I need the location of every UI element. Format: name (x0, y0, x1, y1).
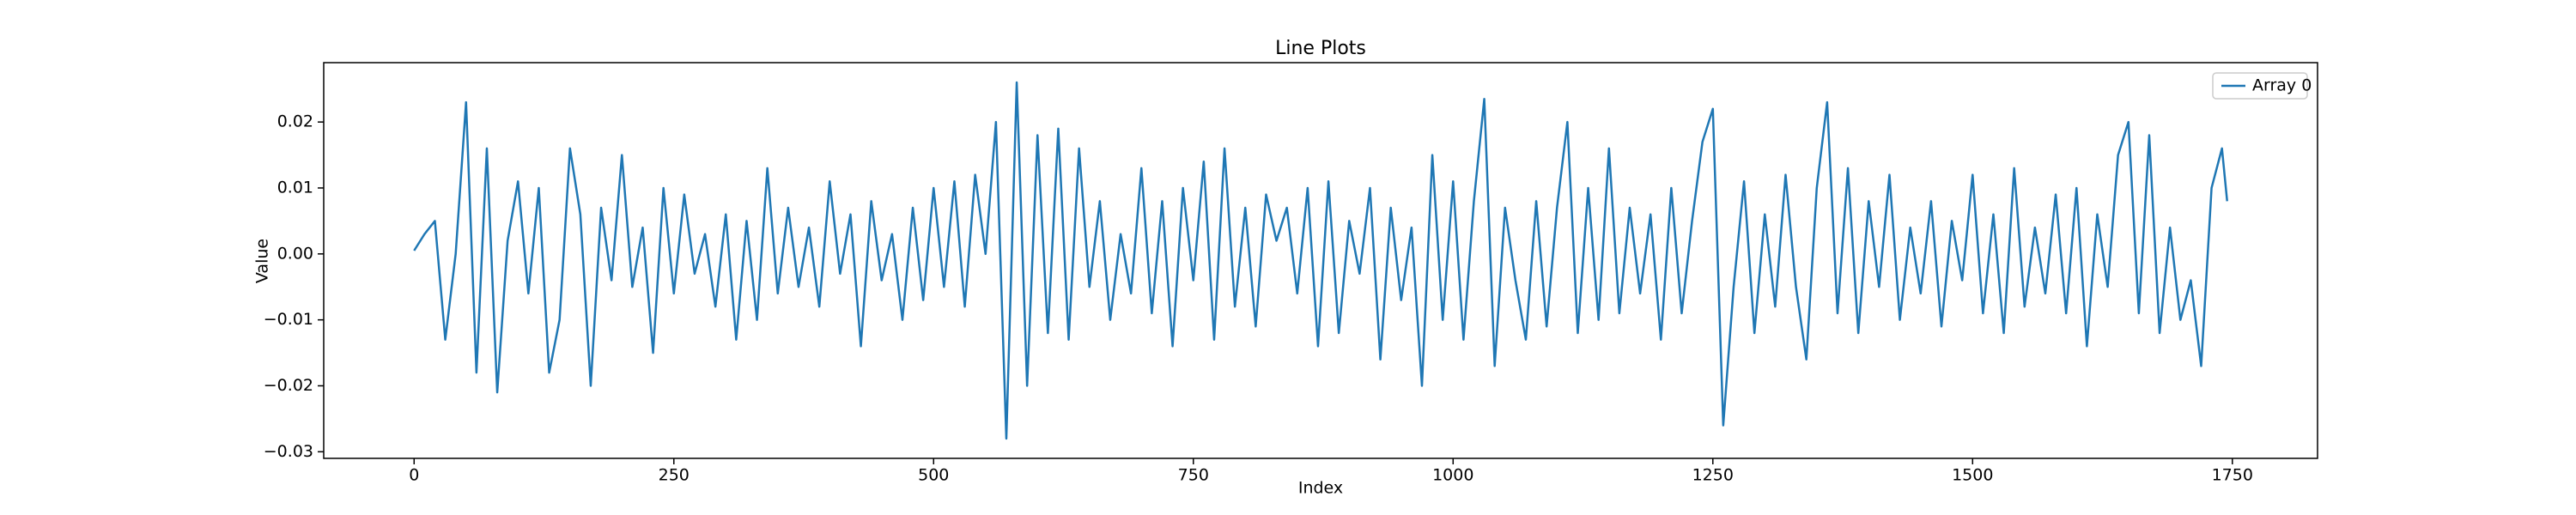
line-series (413, 81, 2228, 440)
x-tick-label: 500 (918, 466, 949, 485)
legend-label: Array 0 (2252, 76, 2312, 95)
x-tick-label: 1750 (2212, 466, 2253, 485)
legend-box (2212, 72, 2308, 100)
x-tick-label: 1000 (1432, 466, 1473, 485)
y-tick-label: −0.03 (264, 442, 313, 461)
x-tick-label: 250 (659, 466, 690, 485)
x-tick-label: 1500 (1952, 466, 1993, 485)
y-tick-label: −0.01 (264, 310, 313, 329)
y-tick-label: 0.00 (277, 244, 313, 263)
y-tick-label: 0.02 (277, 112, 313, 131)
y-tick-label: 0.01 (277, 178, 313, 197)
plot-frame (323, 62, 2318, 459)
x-axis-label: Index (1298, 479, 1343, 498)
y-axis-label: Value (253, 239, 272, 283)
chart-title: Line Plots (1275, 38, 1366, 59)
x-tick-label: 750 (1178, 466, 1209, 485)
x-tick-label: 0 (409, 466, 419, 485)
x-tick-label: 1250 (1692, 466, 1734, 485)
y-tick-label: −0.02 (264, 376, 313, 395)
